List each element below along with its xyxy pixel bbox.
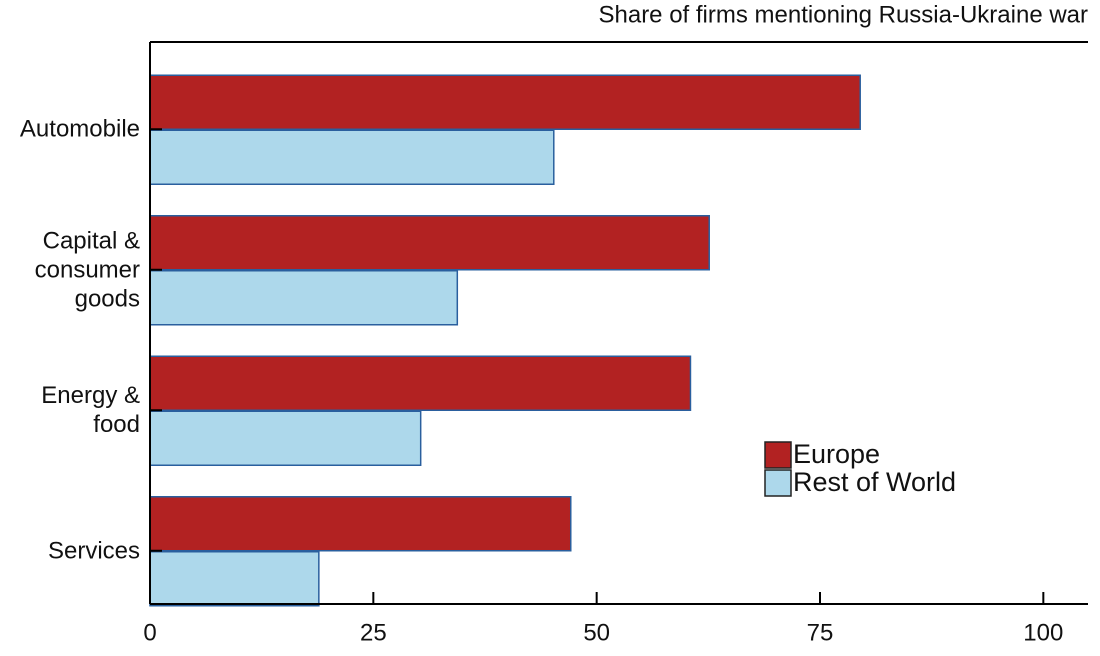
legend-label: Europe — [793, 439, 880, 469]
x-tick-label: 75 — [807, 619, 834, 646]
bar — [149, 215, 710, 271]
legend-label: Rest of World — [793, 467, 956, 497]
bar — [149, 74, 861, 130]
x-tick-label: 25 — [360, 619, 387, 646]
x-tick-label: 0 — [143, 619, 156, 646]
chart-title: Share of firms mentioning Russia-Ukraine… — [598, 1, 1088, 28]
bar — [149, 129, 555, 185]
bar — [149, 496, 572, 552]
y-tick-label: Energy & food — [41, 382, 140, 439]
legend-swatch — [764, 469, 792, 497]
bar — [149, 551, 320, 607]
y-tick-label: Capital & consumer goods — [34, 227, 140, 313]
y-tick-label: Services — [47, 537, 140, 565]
bar — [149, 355, 692, 411]
x-tick-label: 50 — [583, 619, 610, 646]
bar — [149, 270, 459, 326]
legend-swatch — [764, 441, 792, 469]
bar — [149, 410, 422, 466]
x-tick-label: 100 — [1023, 619, 1063, 646]
y-tick-label: Automobile — [19, 115, 140, 143]
